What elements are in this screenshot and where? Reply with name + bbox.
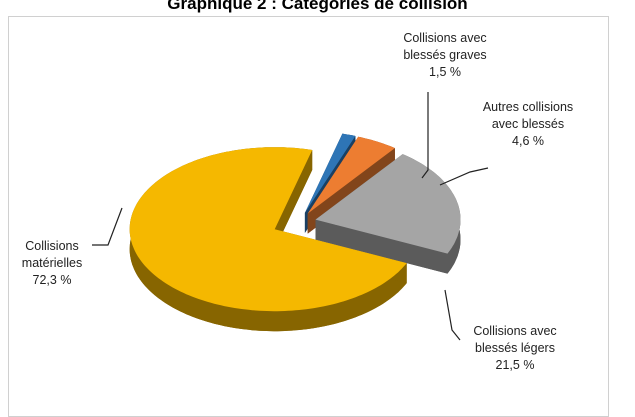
pie-slice [307, 136, 395, 214]
category-label: Collisions avec blessés légers [473, 324, 557, 355]
pie [129, 133, 461, 332]
pie-slice [304, 133, 356, 213]
leader-lines [92, 92, 489, 341]
pie-slice [129, 147, 407, 312]
slice-label: Collisions avec blessés légers 21,5 % [455, 323, 575, 374]
value-label: 21,5 % [495, 358, 535, 372]
value-label: 1,5 % [429, 65, 461, 79]
slice-side [315, 219, 448, 274]
slice-label: Collisions avec blessés graves 1,5 % [385, 30, 505, 81]
category-label: Autres collisions avec blessés [482, 100, 574, 131]
slice-label: Autres collisions avec blessés 4,6 % [478, 99, 578, 150]
slice-label: Collisions matérielles 72,3 % [12, 238, 92, 289]
value-label: 72,3 % [32, 273, 72, 287]
slice-side [274, 150, 313, 250]
pie-slice [315, 154, 461, 254]
value-label: 4,6 % [512, 134, 544, 148]
category-label: Collisions avec blessés graves [403, 31, 487, 62]
chart-title: Graphique 2 : Catégories de collision [167, 0, 468, 13]
category-label: Collisions matérielles [21, 239, 83, 270]
